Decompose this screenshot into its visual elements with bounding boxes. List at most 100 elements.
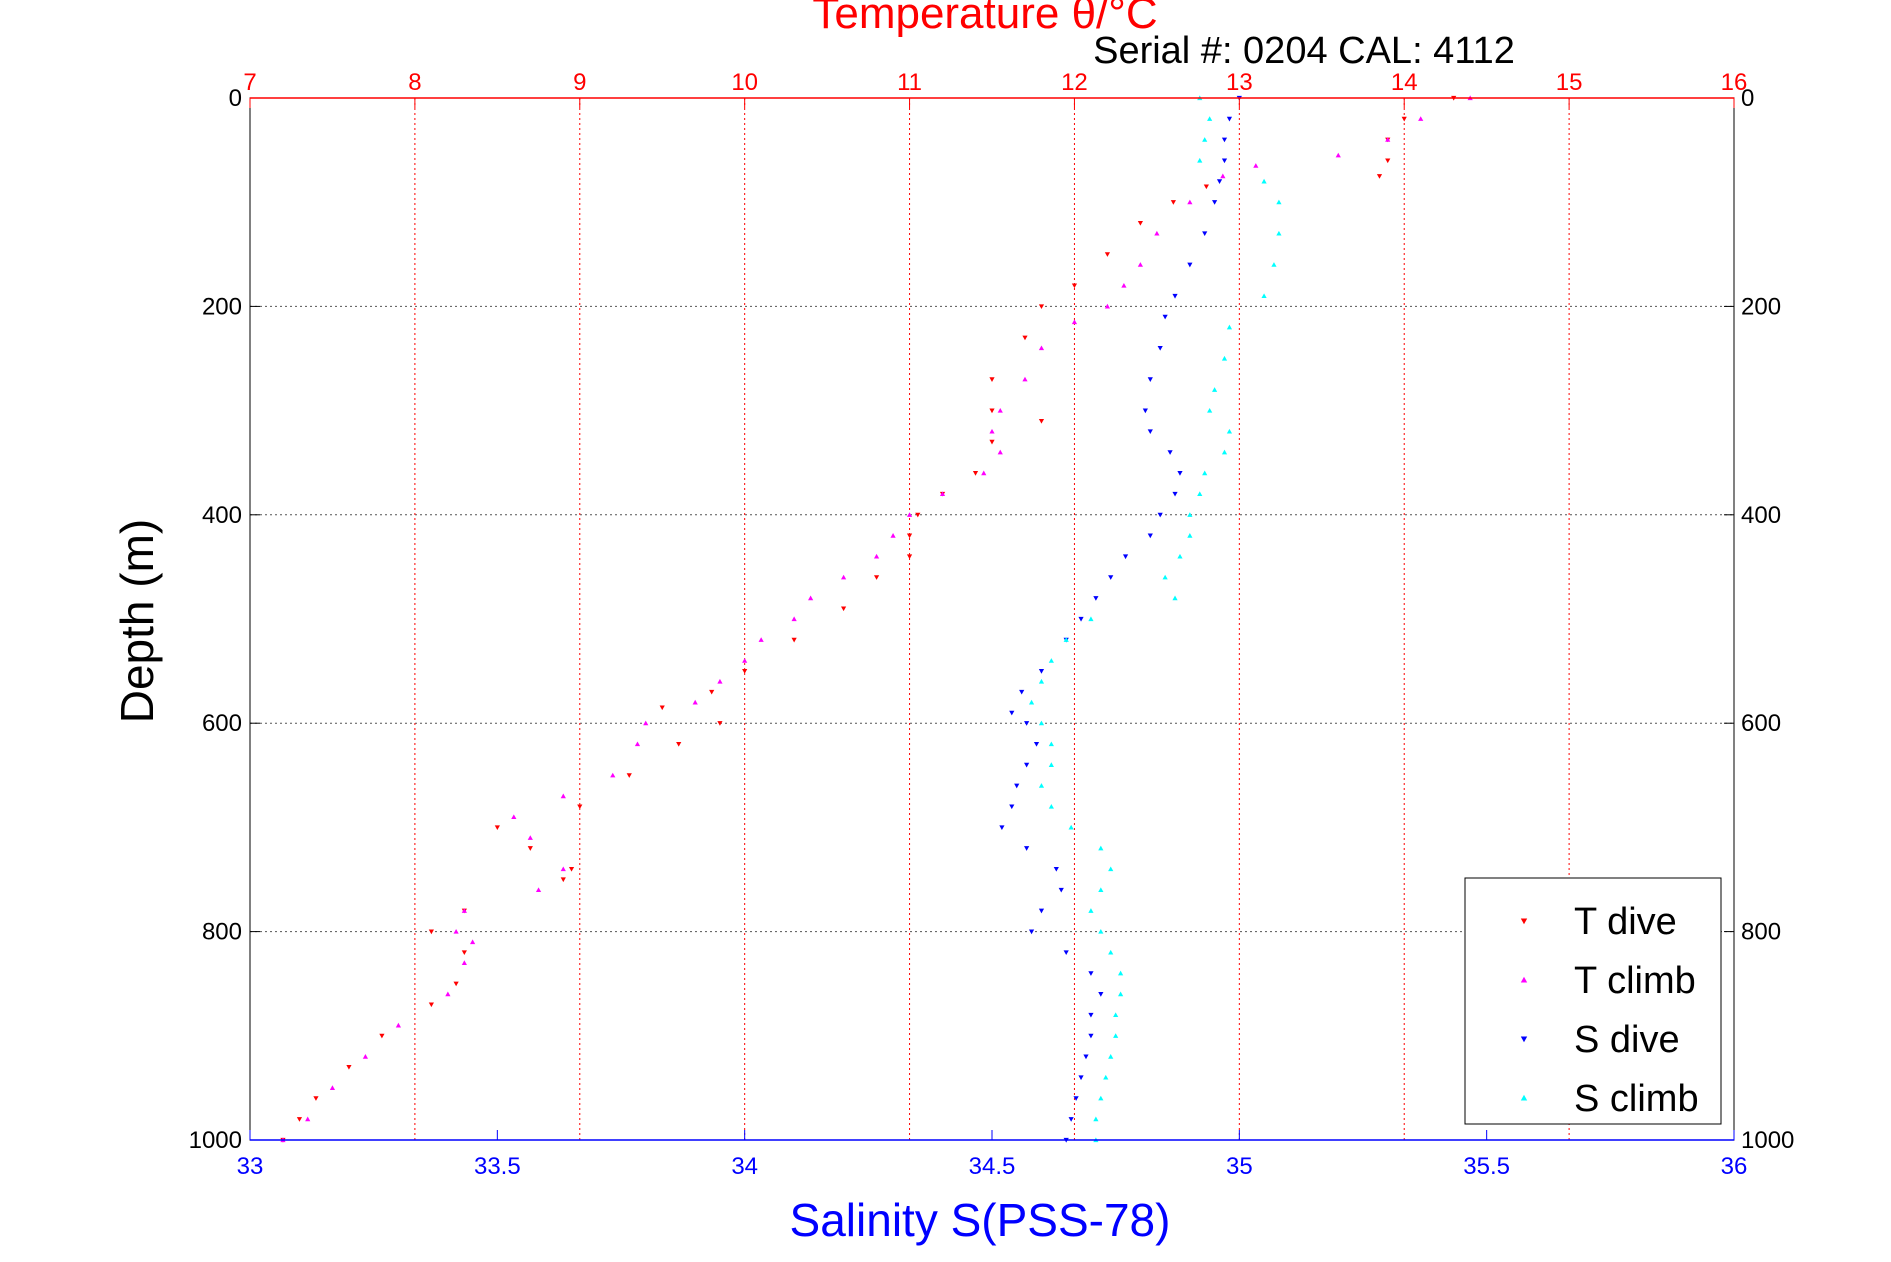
data-point (1009, 710, 1015, 716)
temperature-tick-label: 7 (243, 69, 256, 96)
data-point (1167, 450, 1173, 455)
data-point (626, 773, 632, 778)
data-point (1014, 783, 1020, 789)
data-point (568, 867, 575, 872)
salinity-tick-label: 34 (731, 1153, 758, 1180)
data-point (461, 908, 467, 913)
depth-tick-label-left: 400 (202, 502, 242, 529)
data-point (1104, 303, 1111, 309)
data-point (453, 929, 459, 934)
data-point (1221, 137, 1228, 143)
data-point (1385, 137, 1391, 142)
legend-marker (1520, 918, 1528, 925)
data-point (1093, 1116, 1099, 1122)
temperature-tick-label: 9 (573, 69, 586, 96)
data-point (1038, 783, 1045, 788)
data-point (1009, 804, 1015, 810)
salinity-tick-label: 33 (237, 1153, 264, 1180)
depth-tick-label-right: 800 (1741, 919, 1781, 946)
data-point (1038, 720, 1045, 726)
data-point (1024, 846, 1030, 851)
data-point (1137, 262, 1143, 267)
legend-box (1464, 877, 1722, 1125)
data-point (1207, 116, 1213, 121)
data-point (1038, 908, 1045, 914)
data-point (1078, 1075, 1084, 1081)
data-point (915, 512, 921, 518)
data-point (989, 408, 995, 414)
data-point (1212, 387, 1218, 392)
data-point (1083, 1054, 1089, 1060)
data-point (1038, 669, 1045, 674)
data-point (1098, 887, 1104, 892)
data-point (1147, 533, 1153, 539)
data-point (1038, 304, 1045, 309)
series-t-dive (280, 95, 1457, 1143)
y-axis-label: Depth (m) (111, 519, 163, 723)
legend-label: T climb (1574, 960, 1696, 1002)
data-point (1088, 1033, 1094, 1039)
data-point (1048, 741, 1054, 747)
data-point (1113, 1033, 1119, 1038)
data-point (1118, 970, 1124, 976)
data-point (758, 637, 764, 642)
chart-title: Temperature θ/°C (812, 0, 1157, 38)
data-point (1098, 992, 1104, 997)
data-point (692, 699, 698, 705)
depth-tick-label-left: 600 (202, 710, 242, 737)
data-point (1078, 616, 1084, 622)
salinity-tick-label: 35 (1226, 1153, 1253, 1180)
legend-label: S dive (1574, 1019, 1680, 1061)
temperature-tick-label: 15 (1556, 69, 1583, 96)
data-point (1098, 929, 1104, 934)
data-point (1202, 231, 1208, 237)
data-point (1187, 262, 1193, 268)
x-axis-label: Salinity S(PSS-78) (790, 1194, 1171, 1246)
data-point (560, 866, 566, 872)
series-s-dive (999, 95, 1242, 1143)
data-point (742, 658, 748, 663)
data-point (1088, 908, 1094, 913)
data-point (841, 606, 847, 612)
data-point (1093, 596, 1099, 601)
axis-ticks: 0 0 200 200 400 400 600 600 800 800 1000 1000 7 8 9 10 1… (189, 69, 1795, 1180)
temperature-tick-label: 11 (897, 69, 922, 96)
data-point (1063, 637, 1069, 642)
data-point (560, 793, 566, 799)
depth-tick-label-right: 600 (1741, 710, 1781, 737)
legend-label: T dive (1574, 901, 1677, 943)
data-point (1024, 721, 1030, 726)
data-point (1335, 152, 1341, 158)
data-point (1271, 262, 1277, 267)
data-point (1022, 376, 1028, 382)
data-point (989, 439, 995, 445)
data-point (1177, 471, 1183, 476)
data-point (1261, 293, 1267, 299)
data-point (1028, 929, 1035, 935)
data-point (1104, 252, 1111, 257)
data-point (659, 705, 665, 711)
data-point (494, 825, 500, 830)
data-point (1162, 574, 1168, 580)
data-point (1276, 230, 1282, 236)
data-point (470, 939, 476, 945)
depth-tick-label-right: 0 (1741, 85, 1754, 112)
legend: T dive T climb S dive S climb (1464, 877, 1722, 1125)
data-point (511, 814, 517, 820)
depth-tick-label-left: 0 (229, 85, 242, 112)
data-point (1022, 335, 1028, 341)
data-point (329, 1085, 336, 1090)
data-point (1033, 741, 1040, 747)
temperature-tick-label: 13 (1226, 69, 1253, 96)
depth-tick-label-left: 800 (202, 919, 242, 946)
data-point (1098, 1095, 1104, 1101)
data-point (1038, 345, 1045, 351)
data-point (1137, 220, 1143, 226)
chart-subtitle: Serial #: 0204 CAL: 4112 (1093, 30, 1515, 72)
data-point (1177, 553, 1183, 559)
depth-tick-label-right: 400 (1741, 502, 1781, 529)
data-point (873, 553, 880, 559)
data-point (981, 470, 987, 476)
data-point (1221, 449, 1228, 455)
data-point (791, 637, 797, 643)
